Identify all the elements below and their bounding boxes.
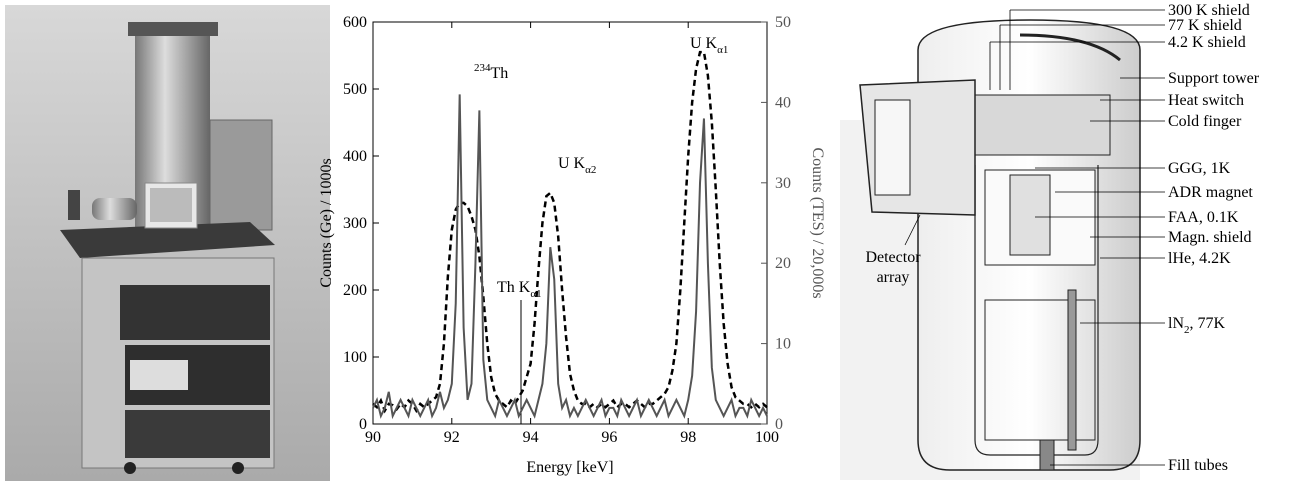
y2-tick-label: 30 xyxy=(775,175,791,192)
y2-tick-label: 10 xyxy=(775,336,791,353)
y-tick-label: 600 xyxy=(343,14,367,31)
annotation-text: Th xyxy=(491,65,509,82)
annotation: U Kα2 xyxy=(558,155,596,176)
diagram-label: Fill tubes xyxy=(1168,457,1228,474)
y2-tick-label: 20 xyxy=(775,255,791,272)
label-part: lN xyxy=(1168,315,1184,332)
x-tick-label: 90 xyxy=(365,429,381,446)
annotation-sub: α2 xyxy=(585,164,596,176)
x-tick-label: 98 xyxy=(680,429,696,446)
y-tick-label: 400 xyxy=(343,148,367,165)
label-part: , 77K xyxy=(1190,315,1226,332)
annotation: Th Kα1 xyxy=(497,279,542,300)
diagram-label: Detector xyxy=(865,249,921,266)
y2-tick-label: 40 xyxy=(775,94,791,111)
diagram-label: ADR magnet xyxy=(1168,184,1253,201)
diagram-label: 77 K shield xyxy=(1168,17,1242,34)
y-tick-label: 0 xyxy=(359,416,367,433)
annotation-text: U K xyxy=(558,155,586,172)
y-tick-label: 200 xyxy=(343,282,367,299)
series-line xyxy=(372,94,768,420)
photo xyxy=(5,5,330,481)
y-tick-label: 300 xyxy=(343,215,367,232)
diagram-label: lN2, 77K xyxy=(1168,315,1226,336)
diagram-label: Support tower xyxy=(1168,70,1260,87)
annotation-text: Th K xyxy=(497,279,531,296)
diagram-label: Cold finger xyxy=(1168,113,1242,130)
diagram-label: 4.2 K shield xyxy=(1168,34,1246,51)
x-axis-label: Energy [keV] xyxy=(526,459,613,476)
label-sub: 2 xyxy=(1184,324,1190,336)
y-tick-label: 500 xyxy=(343,81,367,98)
plot-frame xyxy=(372,21,768,425)
diagram-label: Magn. shield xyxy=(1168,229,1252,246)
diagram-label: GGG, 1K xyxy=(1168,160,1231,177)
leader-lines xyxy=(904,9,1165,466)
diagram-label: lHe, 4.2K xyxy=(1168,250,1231,267)
y2-tick-label: 50 xyxy=(775,14,791,31)
y2-axis-label: Counts (TES) / 20,000s xyxy=(809,147,826,298)
series-line xyxy=(372,50,768,414)
y-tick-label: 100 xyxy=(343,349,367,366)
x-tick-label: 100 xyxy=(755,429,779,446)
diagram-label: Heat switch xyxy=(1168,92,1244,109)
annotation-sub: α1 xyxy=(530,288,541,300)
annotation-sub: α1 xyxy=(717,44,728,56)
annotation: U Kα1 xyxy=(690,35,728,56)
x-tick-label: 92 xyxy=(444,429,460,446)
y-axis-label: Counts (Ge) / 1000s xyxy=(318,158,335,287)
x-tick-label: 94 xyxy=(523,429,539,446)
annotation-text: U K xyxy=(690,35,718,52)
diagram-label: FAA, 0.1K xyxy=(1168,209,1239,226)
diagram-label: 300 K shield xyxy=(1168,2,1250,19)
diagram-label: array xyxy=(877,269,910,286)
annotation-sup: 234 xyxy=(474,62,491,74)
cryostat-drawing xyxy=(840,19,1141,480)
annotation: 234Th xyxy=(474,62,508,82)
y2-tick-label: 0 xyxy=(775,416,783,433)
x-tick-label: 96 xyxy=(601,429,617,446)
